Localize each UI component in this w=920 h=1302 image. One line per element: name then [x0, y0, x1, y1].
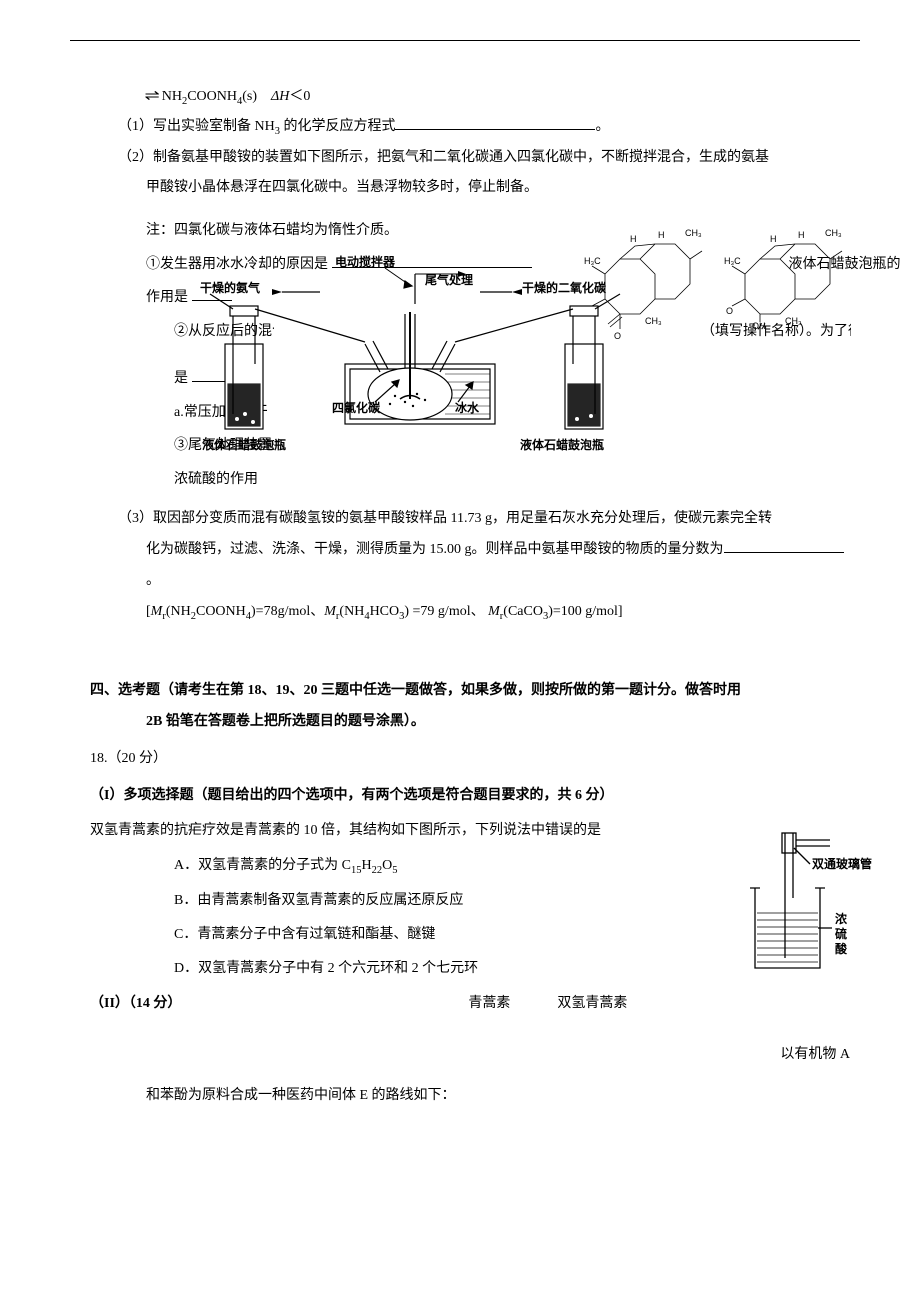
svg-text:H: H	[798, 230, 805, 240]
svg-text:CH₃: CH₃	[685, 228, 702, 238]
label-bubble-right: 液体石蜡鼓泡瓶	[520, 437, 604, 452]
organic-a-line: 以有机物 A	[90, 1040, 850, 1071]
stem-line: 双氢青蒿素的抗疟疗效是青蒿素的 10 倍，其结构如下图所示，下列说法中错误的是	[90, 816, 730, 847]
label-tailgas: 尾气处理	[425, 272, 473, 287]
svg-text:硫: 硫	[835, 926, 847, 941]
svg-text:H: H	[658, 230, 665, 240]
svg-text:O: O	[726, 306, 733, 316]
svg-text:浓: 浓	[835, 911, 848, 926]
question-3-line2: 化为碳酸钙，过滤、洗涤、干燥，测得质量为 15.00 g。则样品中氨基甲酸铵的物…	[146, 535, 850, 597]
svg-text:CH₃: CH₃	[645, 316, 662, 326]
label-qinghaosu: 青蒿素	[468, 996, 510, 1011]
equilibrium-line: ⇌NH2COONH4(s) ΔH＜0	[146, 81, 850, 112]
svg-text:双通玻璃管: 双通玻璃管	[812, 856, 872, 871]
svg-text:CH₃: CH₃	[785, 316, 802, 326]
last-line: 和苯酚为原料合成一种医药中间体 E 的路线如下：	[146, 1081, 850, 1112]
molar-mass-line: [Mr(NH2COONH4)=78g/mol、Mr(NH4HCO3) =79 g…	[146, 597, 850, 628]
part-1-title: （I）多项选择题（题目给出的四个选项中，有两个选项是符合题目要求的，共 6 分）	[90, 781, 850, 812]
label-dry-nh3: 干燥的氨气	[200, 280, 260, 295]
question-3-line1: （3）取因部分变质而混有碳酸氢铵的氨基甲酸铵样品 11.73 g，用足量石灰水充…	[118, 504, 850, 535]
label-dry-co2: 干燥的二氧化碳	[522, 280, 607, 295]
question-2-line1: （2）制备氨基甲酸铵的装置如下图所示，把氨气和二氧化碳通入四氯化碳中，不断搅拌混…	[118, 143, 850, 174]
svg-text:OH: OH	[752, 321, 766, 331]
svg-text:H: H	[630, 234, 637, 244]
svg-text:酸: 酸	[835, 941, 848, 956]
label-bubble-left: 液体石蜡鼓泡瓶	[202, 437, 286, 452]
label-dihydro: 双氢青蒿素	[557, 996, 627, 1011]
label-stirrer: 电动搅拌器	[335, 254, 396, 269]
sulfuric-line: 浓硫酸的作用	[174, 463, 274, 497]
apparatus-diagram: 电动搅拌器 尾气处理 干燥的氨气 干燥的二氧化碳 四氯化碳 冰水 液体石蜡鼓泡瓶…	[200, 254, 630, 454]
svg-text:CH₃: CH₃	[825, 228, 842, 238]
page-top-rule	[70, 40, 860, 41]
section-4-line2: 2B 铅笔在答题卷上把所选题目的题号涂黑）。	[146, 707, 850, 738]
blank-q3	[724, 538, 844, 553]
blank-q1	[395, 114, 595, 129]
section-4-title: 四、选考题（请考生在第 18、19、20 三题中任选一题做答，如果多做，则按所做…	[90, 676, 850, 707]
beaker-diagram: 双通玻璃管 浓 硫 酸	[740, 828, 880, 978]
svg-text:H: H	[770, 234, 777, 244]
apparatus-region: CH₃ H₃C O O H H CH₃	[90, 214, 850, 494]
label-ice: 冰水	[455, 400, 480, 415]
equilibrium-arrow: ⇌	[145, 81, 158, 109]
question-2-line2: 甲酸铵小晶体悬浮在四氯化碳中。当悬浮物较多时，停止制备。	[146, 173, 850, 204]
question-1: （1）写出实验室制备 NH3 的化学反应方程式。	[118, 112, 850, 143]
part-2-title: （II）（14 分） 青蒿素 双氢青蒿素	[90, 989, 850, 1020]
label-ccl4: 四氯化碳	[332, 400, 381, 415]
svg-text:H₃C: H₃C	[724, 256, 741, 266]
question-18: 18.（20 分）	[90, 744, 850, 775]
